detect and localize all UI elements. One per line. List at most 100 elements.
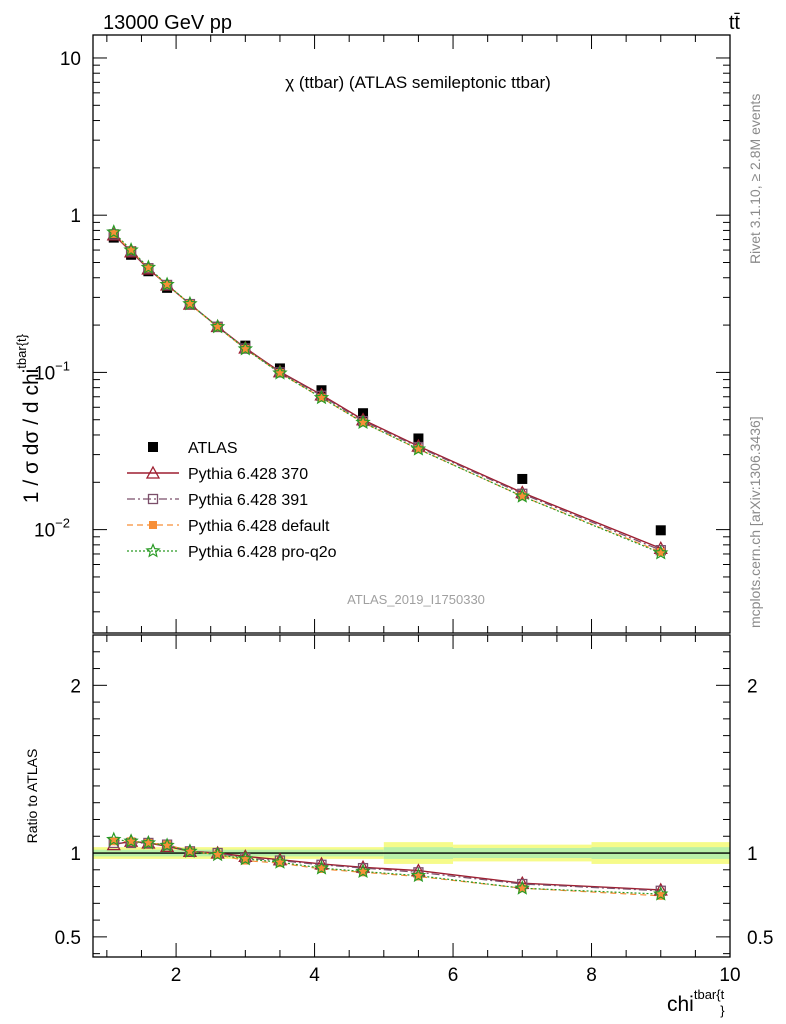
main-data-point xyxy=(241,344,250,353)
legend-marker xyxy=(147,493,159,505)
main-data-point xyxy=(126,249,137,260)
ratio-y-axis-label: Ratio to ATLAS xyxy=(24,749,40,844)
main-data-point xyxy=(185,300,194,309)
ratio-data-point xyxy=(355,863,371,878)
ratio-y-tick-label: 2 xyxy=(70,676,81,697)
ratio-y-tick-label: 1 xyxy=(70,844,81,865)
legend-marker xyxy=(149,521,157,529)
main-data-point xyxy=(518,492,527,501)
x-axis-label-sub: } xyxy=(720,1003,725,1018)
ratio-bands xyxy=(93,842,730,864)
main-data-point xyxy=(514,488,530,503)
series-lines xyxy=(113,231,662,897)
main-data-point xyxy=(140,259,157,274)
main-data-point xyxy=(161,279,173,291)
main-data-point xyxy=(127,246,136,255)
plot-title: χ (ttbar) (ATLAS semileptonic ttbar) xyxy=(285,73,551,92)
x-axis-label-text: chi xyxy=(667,993,694,1016)
legend-label: Pythia 6.428 pro-q2o xyxy=(188,544,337,561)
main-data-point xyxy=(275,369,284,378)
legend-label: Pythia 6.428 370 xyxy=(188,466,308,483)
x-axis-label-sup: tbar{t xyxy=(694,987,725,1002)
x-tick-label: 6 xyxy=(448,965,459,986)
ratio-plot-frame xyxy=(92,634,731,958)
ratio-y-tick-label-right: 2 xyxy=(747,676,758,697)
main-y-tick-label: 1 xyxy=(70,206,81,227)
main-y-tick-label-exp: −1 xyxy=(55,358,70,373)
main-data-point xyxy=(209,318,226,334)
x-axis-label: chitbar{t} xyxy=(667,987,725,1018)
ratio-data-point xyxy=(313,860,330,875)
x-tick-label: 10 xyxy=(719,965,740,986)
x-tick-label: 2 xyxy=(171,965,182,986)
ratio-data-point xyxy=(656,891,665,900)
legend-marker xyxy=(145,465,161,479)
ratio-data-point xyxy=(237,850,253,866)
ratio-data-point xyxy=(209,846,226,862)
main-data-point xyxy=(359,418,368,427)
ratio-data-point xyxy=(144,838,153,847)
main-data-point xyxy=(163,280,172,289)
header-right: tt̄ xyxy=(729,12,741,34)
main-data-point xyxy=(413,433,424,444)
ratio-data-point xyxy=(182,843,198,858)
ratio-data-point xyxy=(410,867,427,883)
legend-label: Pythia 6.428 default xyxy=(188,518,330,535)
rivet-version-label: Rivet 3.1.10, ≥ 2.8M events xyxy=(747,94,763,264)
legend-marker xyxy=(145,542,161,558)
mcplots-url-label: mcplots.cern.ch [arXiv:1306.3436] xyxy=(747,416,763,628)
ratio-data-point xyxy=(514,880,530,895)
header-left: 13000 GeV pp xyxy=(103,12,232,34)
main-data-point xyxy=(656,548,665,557)
ratio-data-point xyxy=(140,834,157,850)
ratio-data-point xyxy=(185,847,194,856)
ratio-data-point xyxy=(317,864,326,873)
series-markers xyxy=(106,224,669,901)
main-data-point xyxy=(213,323,222,332)
main-data-point xyxy=(272,365,288,380)
main-y-tick-label: 10−1 xyxy=(34,358,70,384)
main-y-tick-label-base: 10 xyxy=(34,521,55,542)
main-data-point xyxy=(106,224,122,239)
ratio-data-point xyxy=(109,837,118,846)
ratio-data-point xyxy=(127,837,136,846)
main-data-point xyxy=(182,295,198,311)
legend-label: Pythia 6.428 391 xyxy=(188,492,308,509)
ratio-data-point xyxy=(275,859,284,868)
main-data-point xyxy=(237,340,253,356)
main-data-point xyxy=(653,544,669,560)
main-data-point xyxy=(355,414,371,430)
main-data-point xyxy=(108,229,119,240)
main-data-point xyxy=(184,298,196,310)
ratio-data-point xyxy=(414,872,423,881)
ratio-data-point xyxy=(272,854,288,869)
main-y-tick-label: 10−2 xyxy=(34,516,70,542)
ratio-y-tick-label-right: 1 xyxy=(747,844,758,865)
ratio-data-point xyxy=(159,837,175,852)
main-data-point xyxy=(317,393,326,402)
main-y-axis-label: 1 / σ dσ / d chitbar{t} xyxy=(14,333,43,503)
main-y-axis-label-text: 1 / σ dσ / d chi xyxy=(20,369,43,503)
ratio-y-tick-label-right: 0.5 xyxy=(747,928,773,949)
main-data-point xyxy=(143,263,154,274)
main-data-point xyxy=(123,242,139,257)
watermark-label: ATLAS_2019_I1750330 xyxy=(347,592,485,607)
ratio-data-point xyxy=(518,884,527,893)
main-data-point xyxy=(159,276,175,292)
ratio-data-point xyxy=(123,833,139,848)
ratio-y-tick-label: 0.5 xyxy=(55,928,81,949)
main-y-tick-label-exp: −2 xyxy=(55,516,70,531)
main-y-tick-label-base: 10 xyxy=(34,363,55,384)
ratio-data-point xyxy=(653,886,669,901)
main-y-tick-label: 10 xyxy=(60,49,81,70)
main-data-point xyxy=(414,445,423,454)
main-y-axis-label-sup: tbar{t} xyxy=(14,333,29,368)
main-data-point xyxy=(655,525,666,536)
main-data-point xyxy=(517,473,528,484)
legend-marker xyxy=(148,442,158,452)
legend-label: ATLAS xyxy=(188,440,238,457)
ratio-data-point xyxy=(106,831,122,847)
main-data-point xyxy=(410,441,427,456)
